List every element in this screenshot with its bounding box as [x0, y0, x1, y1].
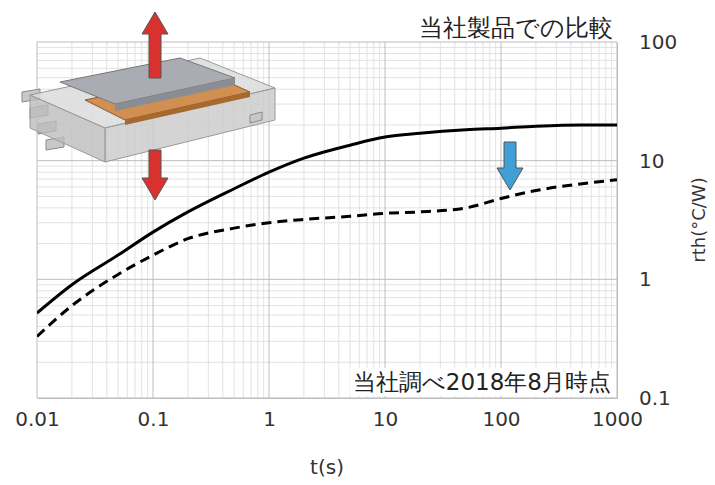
tick-label: 100	[639, 30, 677, 54]
grid-line	[37, 160, 617, 161]
minor-grid-line	[37, 179, 617, 180]
series-line	[37, 180, 617, 337]
x-axis-title: t(s)	[310, 455, 344, 479]
minor-grid-line	[37, 284, 617, 285]
minor-grid-line	[37, 68, 617, 69]
y-axis-title: rth(°C/W)	[688, 177, 709, 262]
icon-shape	[142, 150, 168, 200]
tick: 0.01	[15, 398, 60, 431]
tick-label: 10	[373, 407, 398, 431]
tick-label: 0.1	[138, 407, 170, 431]
axis-line	[38, 398, 618, 399]
grid-line	[37, 279, 617, 280]
minor-grid-line	[37, 166, 617, 167]
tick: 10	[617, 149, 664, 173]
minor-grid-line	[350, 42, 351, 398]
minor-grid-line	[37, 341, 617, 342]
minor-grid-line	[37, 60, 617, 61]
annotation-background	[350, 368, 614, 396]
tick: 100	[617, 30, 677, 54]
tick-label: 1000	[592, 407, 643, 431]
tick: 0.1	[617, 386, 671, 410]
minor-grid-line	[338, 42, 339, 398]
minor-grid-line	[419, 42, 420, 398]
minor-grid-line	[37, 315, 617, 316]
x-axis: 0.01 0.1 1 10 100 1000	[15, 398, 643, 431]
minor-grid-line	[37, 290, 617, 291]
minor-grid-line	[37, 186, 617, 187]
tick-label: 1	[639, 267, 652, 291]
grid-line	[37, 398, 617, 399]
annotation: 当社調べ2018年8月時点	[353, 369, 611, 395]
tick: 0.1	[138, 398, 170, 431]
minor-grid-line	[37, 362, 617, 363]
minor-grid-line	[599, 42, 600, 398]
tick-label: 10	[639, 149, 664, 173]
minor-grid-line	[535, 42, 536, 398]
icon-shape	[250, 112, 262, 123]
minor-grid-line	[605, 42, 606, 398]
minor-grid-line	[37, 326, 617, 327]
icon-shape	[115, 78, 235, 111]
tick: 100	[482, 398, 520, 431]
minor-grid-line	[379, 42, 380, 398]
chart: 0.010.111010010000.1110100当社製品での比較当社調べ20…	[0, 0, 715, 485]
minor-grid-line	[495, 42, 496, 398]
minor-grid-line	[37, 222, 617, 223]
grid-line	[617, 42, 618, 398]
minor-grid-line	[475, 42, 476, 398]
minor-grid-line	[37, 243, 617, 244]
minor-grid-line	[373, 42, 374, 398]
minor-grid-line	[466, 42, 467, 398]
minor-grid-line	[37, 172, 617, 173]
grid-line	[501, 42, 502, 398]
tick-label: 0.1	[639, 386, 671, 410]
icon-shape	[30, 95, 105, 162]
minor-grid-line	[440, 42, 441, 398]
lines	[37, 125, 617, 337]
minor-grid-line	[303, 42, 304, 398]
tick: 1	[263, 398, 276, 431]
minor-grid-line	[37, 207, 617, 208]
minor-grid-line	[611, 42, 612, 398]
minor-grid-line	[591, 42, 592, 398]
minor-grid-line	[570, 42, 571, 398]
y-axis: 0.1 1 10 100	[617, 30, 677, 410]
grid-line	[385, 42, 386, 398]
minor-grid-line	[37, 53, 617, 54]
minor-grid-line	[324, 42, 325, 398]
minor-grid-line	[37, 297, 617, 298]
icon-shape	[142, 12, 168, 78]
minor-grid-line	[483, 42, 484, 398]
minor-grid-line	[454, 42, 455, 398]
minor-grid-line	[37, 47, 617, 48]
minor-grid-line	[367, 42, 368, 398]
tick-label: 100	[482, 407, 520, 431]
tick: 1	[617, 267, 652, 291]
tick-label: 0.01	[15, 407, 60, 431]
title: 当社製品での比較	[419, 14, 613, 42]
tick-label: 1	[263, 407, 276, 431]
tick: 1000	[592, 398, 643, 431]
minor-grid-line	[359, 42, 360, 398]
tick: 10	[373, 398, 398, 431]
axis-line	[617, 43, 618, 399]
minor-grid-line	[556, 42, 557, 398]
icon-shape	[497, 142, 523, 190]
grid	[37, 42, 617, 398]
minor-grid-line	[489, 42, 490, 398]
minor-grid-line	[37, 305, 617, 306]
minor-grid-line	[582, 42, 583, 398]
minor-grid-line	[37, 196, 617, 197]
